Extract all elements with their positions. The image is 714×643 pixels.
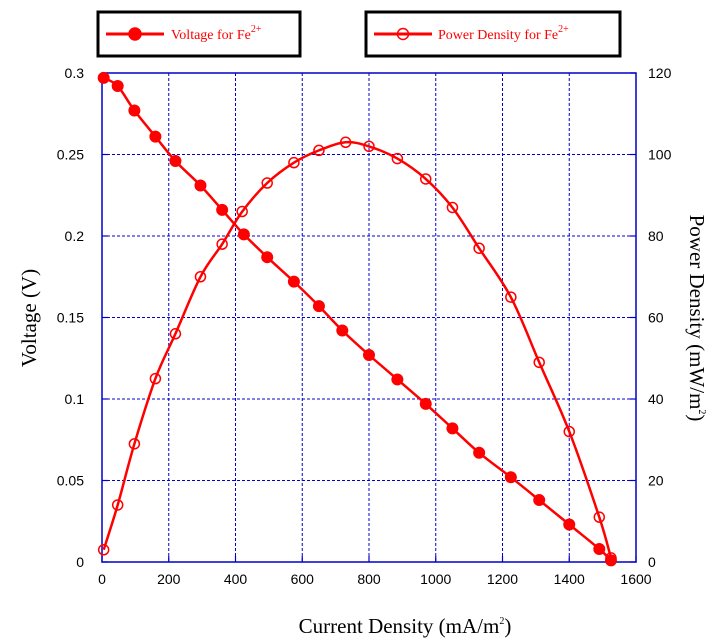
data-point-voltage bbox=[216, 203, 229, 216]
data-point-voltage bbox=[446, 422, 459, 435]
legend-label-power-density: Power Density for Fe2+ bbox=[438, 24, 569, 43]
data-point-power-density bbox=[97, 544, 110, 556]
data-point-voltage bbox=[391, 373, 404, 386]
x-tick-label: 1600 bbox=[620, 571, 651, 587]
data-point-voltage bbox=[336, 324, 349, 337]
data-point-voltage bbox=[287, 275, 300, 288]
series-layer bbox=[97, 71, 617, 567]
y-tick-label: 0.3 bbox=[65, 65, 85, 81]
legend-label-voltage: Voltage for Fe2+ bbox=[171, 24, 262, 43]
data-point-voltage bbox=[149, 130, 162, 143]
data-point-voltage bbox=[111, 80, 124, 93]
data-point-power-density bbox=[149, 372, 162, 385]
x-tick-labels: 0 200 400 600 800 1000 1200 1400 1600 bbox=[98, 571, 652, 587]
data-point-voltage bbox=[312, 300, 325, 313]
y2-tick-label: 0 bbox=[648, 554, 656, 570]
data-point-voltage bbox=[128, 104, 141, 117]
data-point-power-density bbox=[313, 144, 325, 157]
data-point-voltage bbox=[97, 71, 110, 84]
data-point-voltage bbox=[363, 348, 375, 361]
x-axis-title: Current Density (mA/m2) bbox=[299, 614, 512, 638]
y-tick-label: 0 bbox=[76, 554, 84, 570]
y-axis-title: Voltage (V) bbox=[17, 269, 41, 367]
y-tick-label: 0.1 bbox=[65, 391, 85, 407]
y-tick-label: 0.25 bbox=[57, 147, 84, 163]
data-point-power-density bbox=[473, 242, 485, 254]
data-point-voltage bbox=[563, 518, 576, 531]
x-tick-label: 200 bbox=[157, 571, 181, 587]
y-tick-label: 0.15 bbox=[57, 310, 84, 326]
data-point-voltage bbox=[169, 155, 182, 168]
y2-tick-label: 100 bbox=[648, 147, 672, 163]
data-point-power-density bbox=[505, 291, 517, 303]
data-point-power-density bbox=[363, 140, 375, 153]
y-tick-label: 0.2 bbox=[65, 228, 85, 244]
data-point-voltage bbox=[504, 471, 517, 484]
data-point-power-density bbox=[593, 511, 606, 523]
x-tick-label: 1400 bbox=[554, 571, 585, 587]
data-point-voltage bbox=[593, 542, 606, 555]
x-tick-label: 1000 bbox=[420, 571, 451, 587]
data-point-voltage bbox=[473, 446, 486, 459]
y2-tick-label: 80 bbox=[648, 228, 664, 244]
data-point-power-density bbox=[194, 271, 207, 283]
series-line-power-density bbox=[102, 140, 613, 559]
x-tick-label: 800 bbox=[357, 571, 381, 587]
legend-box-power-density: Power Density for Fe2+ bbox=[364, 10, 622, 58]
data-point-power-density bbox=[128, 438, 141, 450]
y2-axis-title: Power Density (mW/m2) bbox=[685, 215, 709, 422]
legend-marker-power-density bbox=[396, 27, 410, 41]
x-tick-label: 1200 bbox=[487, 571, 518, 587]
data-point-voltage bbox=[237, 228, 250, 241]
y2-tick-label: 60 bbox=[648, 310, 664, 326]
y-tick-labels: 0 0.05 0.1 0.15 0.2 0.25 0.3 bbox=[57, 65, 84, 570]
legend-box-voltage: Voltage for Fe2+ bbox=[96, 10, 302, 58]
y2-tick-label: 40 bbox=[648, 391, 664, 407]
data-point-power-density bbox=[563, 425, 575, 438]
data-point-power-density bbox=[288, 156, 300, 169]
y2-tick-labels: 0 20 40 60 80 100 120 bbox=[648, 65, 672, 570]
y2-tick-label: 120 bbox=[648, 65, 672, 81]
x-tick-label: 0 bbox=[98, 571, 106, 587]
y2-tick-label: 20 bbox=[648, 473, 664, 489]
data-point-power-density bbox=[419, 173, 432, 185]
grid-lines bbox=[102, 73, 636, 562]
x-tick-label: 600 bbox=[291, 571, 315, 587]
data-point-power-density bbox=[111, 499, 124, 511]
data-point-power-density bbox=[216, 238, 228, 250]
legend-marker-voltage bbox=[128, 27, 142, 41]
data-point-power-density bbox=[391, 152, 404, 165]
y-tick-label: 0.05 bbox=[57, 473, 84, 489]
data-point-voltage bbox=[533, 494, 546, 507]
data-point-power-density bbox=[605, 552, 617, 564]
data-point-power-density bbox=[533, 356, 545, 369]
data-point-power-density bbox=[339, 136, 352, 149]
series-line-voltage bbox=[103, 76, 612, 562]
data-point-power-density bbox=[261, 177, 273, 189]
data-point-voltage bbox=[194, 179, 207, 192]
data-point-voltage bbox=[419, 397, 432, 410]
data-point-voltage bbox=[261, 251, 274, 264]
data-point-power-density bbox=[169, 328, 182, 340]
data-point-power-density bbox=[446, 201, 459, 214]
data-point-power-density bbox=[236, 205, 248, 218]
x-tick-label: 400 bbox=[224, 571, 248, 587]
